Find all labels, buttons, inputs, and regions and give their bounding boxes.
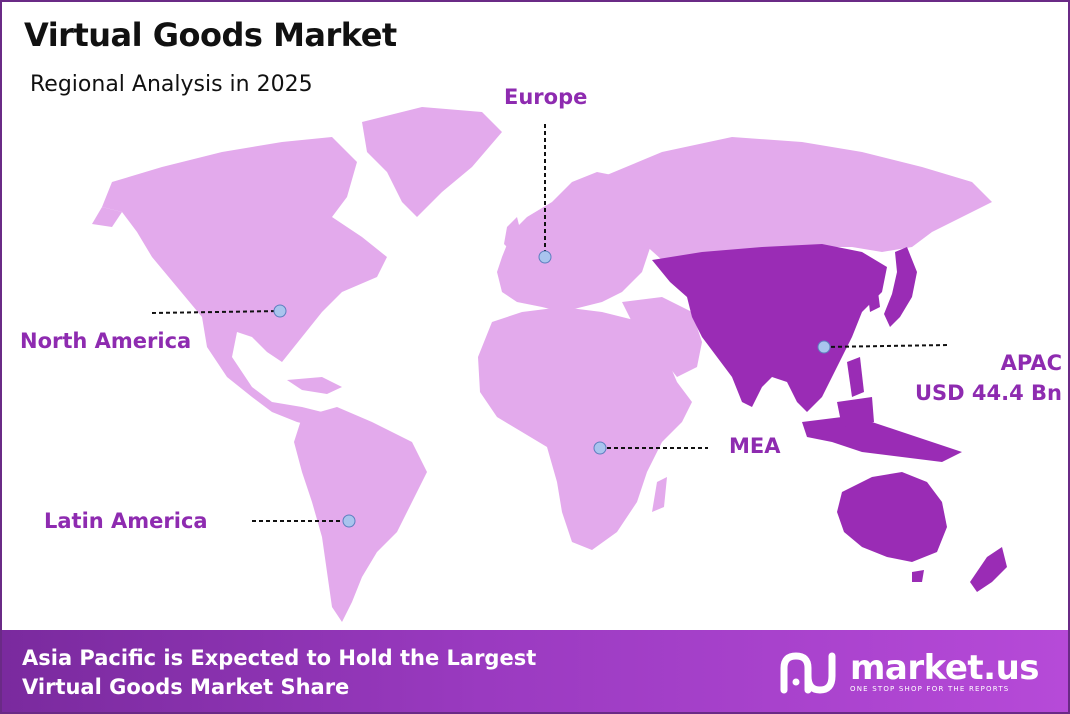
russia-shape [602,137,992,260]
borneo-shape [837,397,874,427]
logo-mark-icon [780,652,836,694]
japan-shape [884,247,917,327]
middle-east-shape [622,297,702,377]
page-subtitle: Regional Analysis in 2025 [30,72,313,97]
footer-banner: Asia Pacific is Expected to Hold the Lar… [2,630,1068,712]
apac-name: APAC [1000,351,1062,375]
logo-name: market.us [850,648,1040,688]
page-title: Virtual Goods Market [24,16,397,54]
apac-label: APAC USD 44.4 Bn [902,348,1062,408]
apac-marker [817,340,831,354]
na-marker [273,304,287,318]
se-asia-islands-shape [802,417,962,462]
europe-shape [497,172,652,312]
australia-shape [837,472,947,562]
korea-shape [867,284,880,312]
la-marker [342,514,356,528]
caribbean-shape [287,377,342,394]
apac-value: USD 44.4 Bn [915,381,1062,405]
mea-marker [593,441,607,455]
footer-line-2: Virtual Goods Market Share [22,675,350,699]
na-leader-line [151,310,281,314]
logo-tagline: ONE STOP SHOP FOR THE REPORTS [850,685,1010,693]
new-zealand-shape [970,547,1007,592]
alaska-shape [92,207,122,227]
madagascar-shape [652,477,667,512]
europe-label: Europe [504,85,588,109]
uk-shape [504,217,522,252]
footer-line-1: Asia Pacific is Expected to Hold the Lar… [22,646,537,670]
tasmania-shape [912,570,924,582]
world-map [92,107,1007,622]
latin-america-label: Latin America [44,509,208,533]
africa-shape [478,307,692,550]
greenland-shape [362,107,502,217]
market-us-logo: market.us ONE STOP SHOP FOR THE REPORTS [780,648,1040,698]
mea-label: MEA [729,434,781,458]
philippines-shape [847,357,864,397]
europe-marker [538,250,552,264]
apac-asia-shape [652,244,887,412]
north-america-label: North America [20,329,192,353]
north-america-shape [102,137,387,427]
south-america-shape [294,407,427,622]
